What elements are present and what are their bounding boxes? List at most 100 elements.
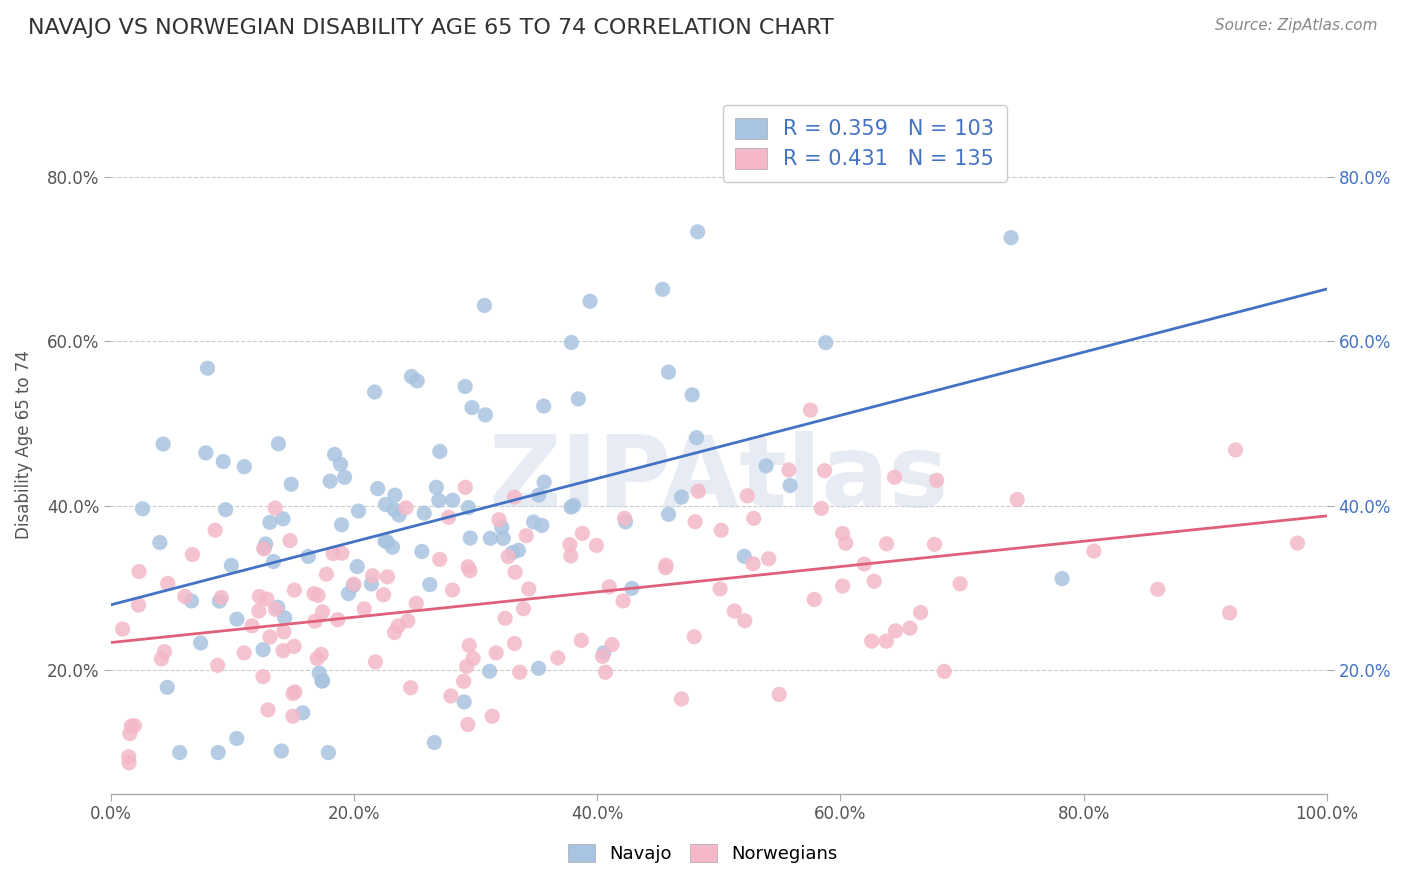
- Point: [267, 437, 290, 451]
- Point: [502, 546, 524, 560]
- Point: [253, 541, 276, 556]
- Point: [207, 658, 229, 673]
- Point: [247, 604, 270, 618]
- Point: [204, 523, 226, 537]
- Point: [503, 490, 526, 504]
- Point: [374, 498, 396, 512]
- Point: [329, 457, 352, 471]
- Point: [658, 508, 681, 522]
- Point: [212, 454, 235, 468]
- Point: [118, 726, 141, 740]
- Point: [810, 501, 832, 516]
- Point: [419, 577, 441, 591]
- Point: [315, 567, 337, 582]
- Point: [1083, 544, 1105, 558]
- Point: [360, 577, 382, 591]
- Point: [515, 529, 537, 543]
- Point: [723, 604, 745, 618]
- Point: [463, 651, 485, 665]
- Point: [592, 649, 614, 664]
- Point: [342, 579, 364, 593]
- Point: [225, 612, 247, 626]
- Y-axis label: Disability Age 65 to 74: Disability Age 65 to 74: [15, 350, 32, 539]
- Point: [742, 511, 765, 525]
- Point: [209, 591, 232, 605]
- Point: [1286, 536, 1309, 550]
- Point: [111, 622, 134, 636]
- Point: [742, 557, 765, 571]
- Point: [503, 565, 526, 579]
- Point: [266, 600, 288, 615]
- Point: [312, 673, 335, 688]
- Point: [281, 709, 304, 723]
- Point: [485, 646, 508, 660]
- Point: [598, 580, 620, 594]
- Point: [254, 537, 277, 551]
- Point: [567, 392, 589, 406]
- Point: [181, 548, 204, 562]
- Point: [530, 518, 553, 533]
- Point: [831, 526, 853, 541]
- Point: [458, 638, 481, 652]
- Point: [152, 437, 174, 451]
- Point: [461, 401, 484, 415]
- Point: [308, 666, 330, 681]
- Point: [427, 493, 450, 508]
- Point: [413, 506, 436, 520]
- Point: [614, 515, 637, 529]
- Point: [429, 444, 451, 458]
- Point: [779, 478, 801, 492]
- Point: [291, 706, 314, 720]
- Point: [367, 482, 389, 496]
- Point: [1000, 230, 1022, 244]
- Point: [330, 546, 353, 560]
- Point: [651, 282, 673, 296]
- Point: [423, 735, 446, 749]
- Point: [233, 459, 256, 474]
- Point: [214, 502, 236, 516]
- Point: [387, 619, 409, 633]
- Point: [579, 294, 602, 309]
- Point: [257, 703, 280, 717]
- Point: [508, 543, 530, 558]
- Point: [509, 665, 531, 680]
- Point: [149, 535, 172, 549]
- Point: [612, 594, 634, 608]
- Point: [558, 538, 581, 552]
- Point: [560, 549, 582, 563]
- Point: [384, 488, 406, 502]
- Point: [441, 493, 464, 508]
- Point: [319, 474, 342, 488]
- Point: [600, 638, 623, 652]
- Point: [503, 636, 526, 650]
- Point: [281, 686, 304, 700]
- Point: [523, 515, 546, 529]
- Point: [256, 592, 278, 607]
- Point: [304, 614, 326, 628]
- Point: [406, 374, 429, 388]
- Point: [496, 549, 519, 564]
- Point: [373, 588, 395, 602]
- Point: [347, 504, 370, 518]
- Point: [595, 665, 617, 680]
- Point: [799, 403, 821, 417]
- Point: [560, 500, 582, 514]
- Point: [898, 621, 921, 635]
- Point: [860, 634, 883, 648]
- Point: [374, 533, 396, 548]
- Point: [454, 379, 477, 393]
- Point: [491, 520, 513, 534]
- Point: [264, 501, 287, 516]
- Point: [934, 665, 956, 679]
- Point: [657, 365, 679, 379]
- Point: [252, 642, 274, 657]
- Text: Source: ZipAtlas.com: Source: ZipAtlas.com: [1215, 18, 1378, 33]
- Point: [592, 646, 614, 660]
- Point: [875, 634, 897, 648]
- Point: [876, 537, 898, 551]
- Point: [683, 630, 706, 644]
- Point: [399, 681, 422, 695]
- Point: [128, 565, 150, 579]
- Point: [613, 511, 636, 525]
- Point: [492, 531, 515, 545]
